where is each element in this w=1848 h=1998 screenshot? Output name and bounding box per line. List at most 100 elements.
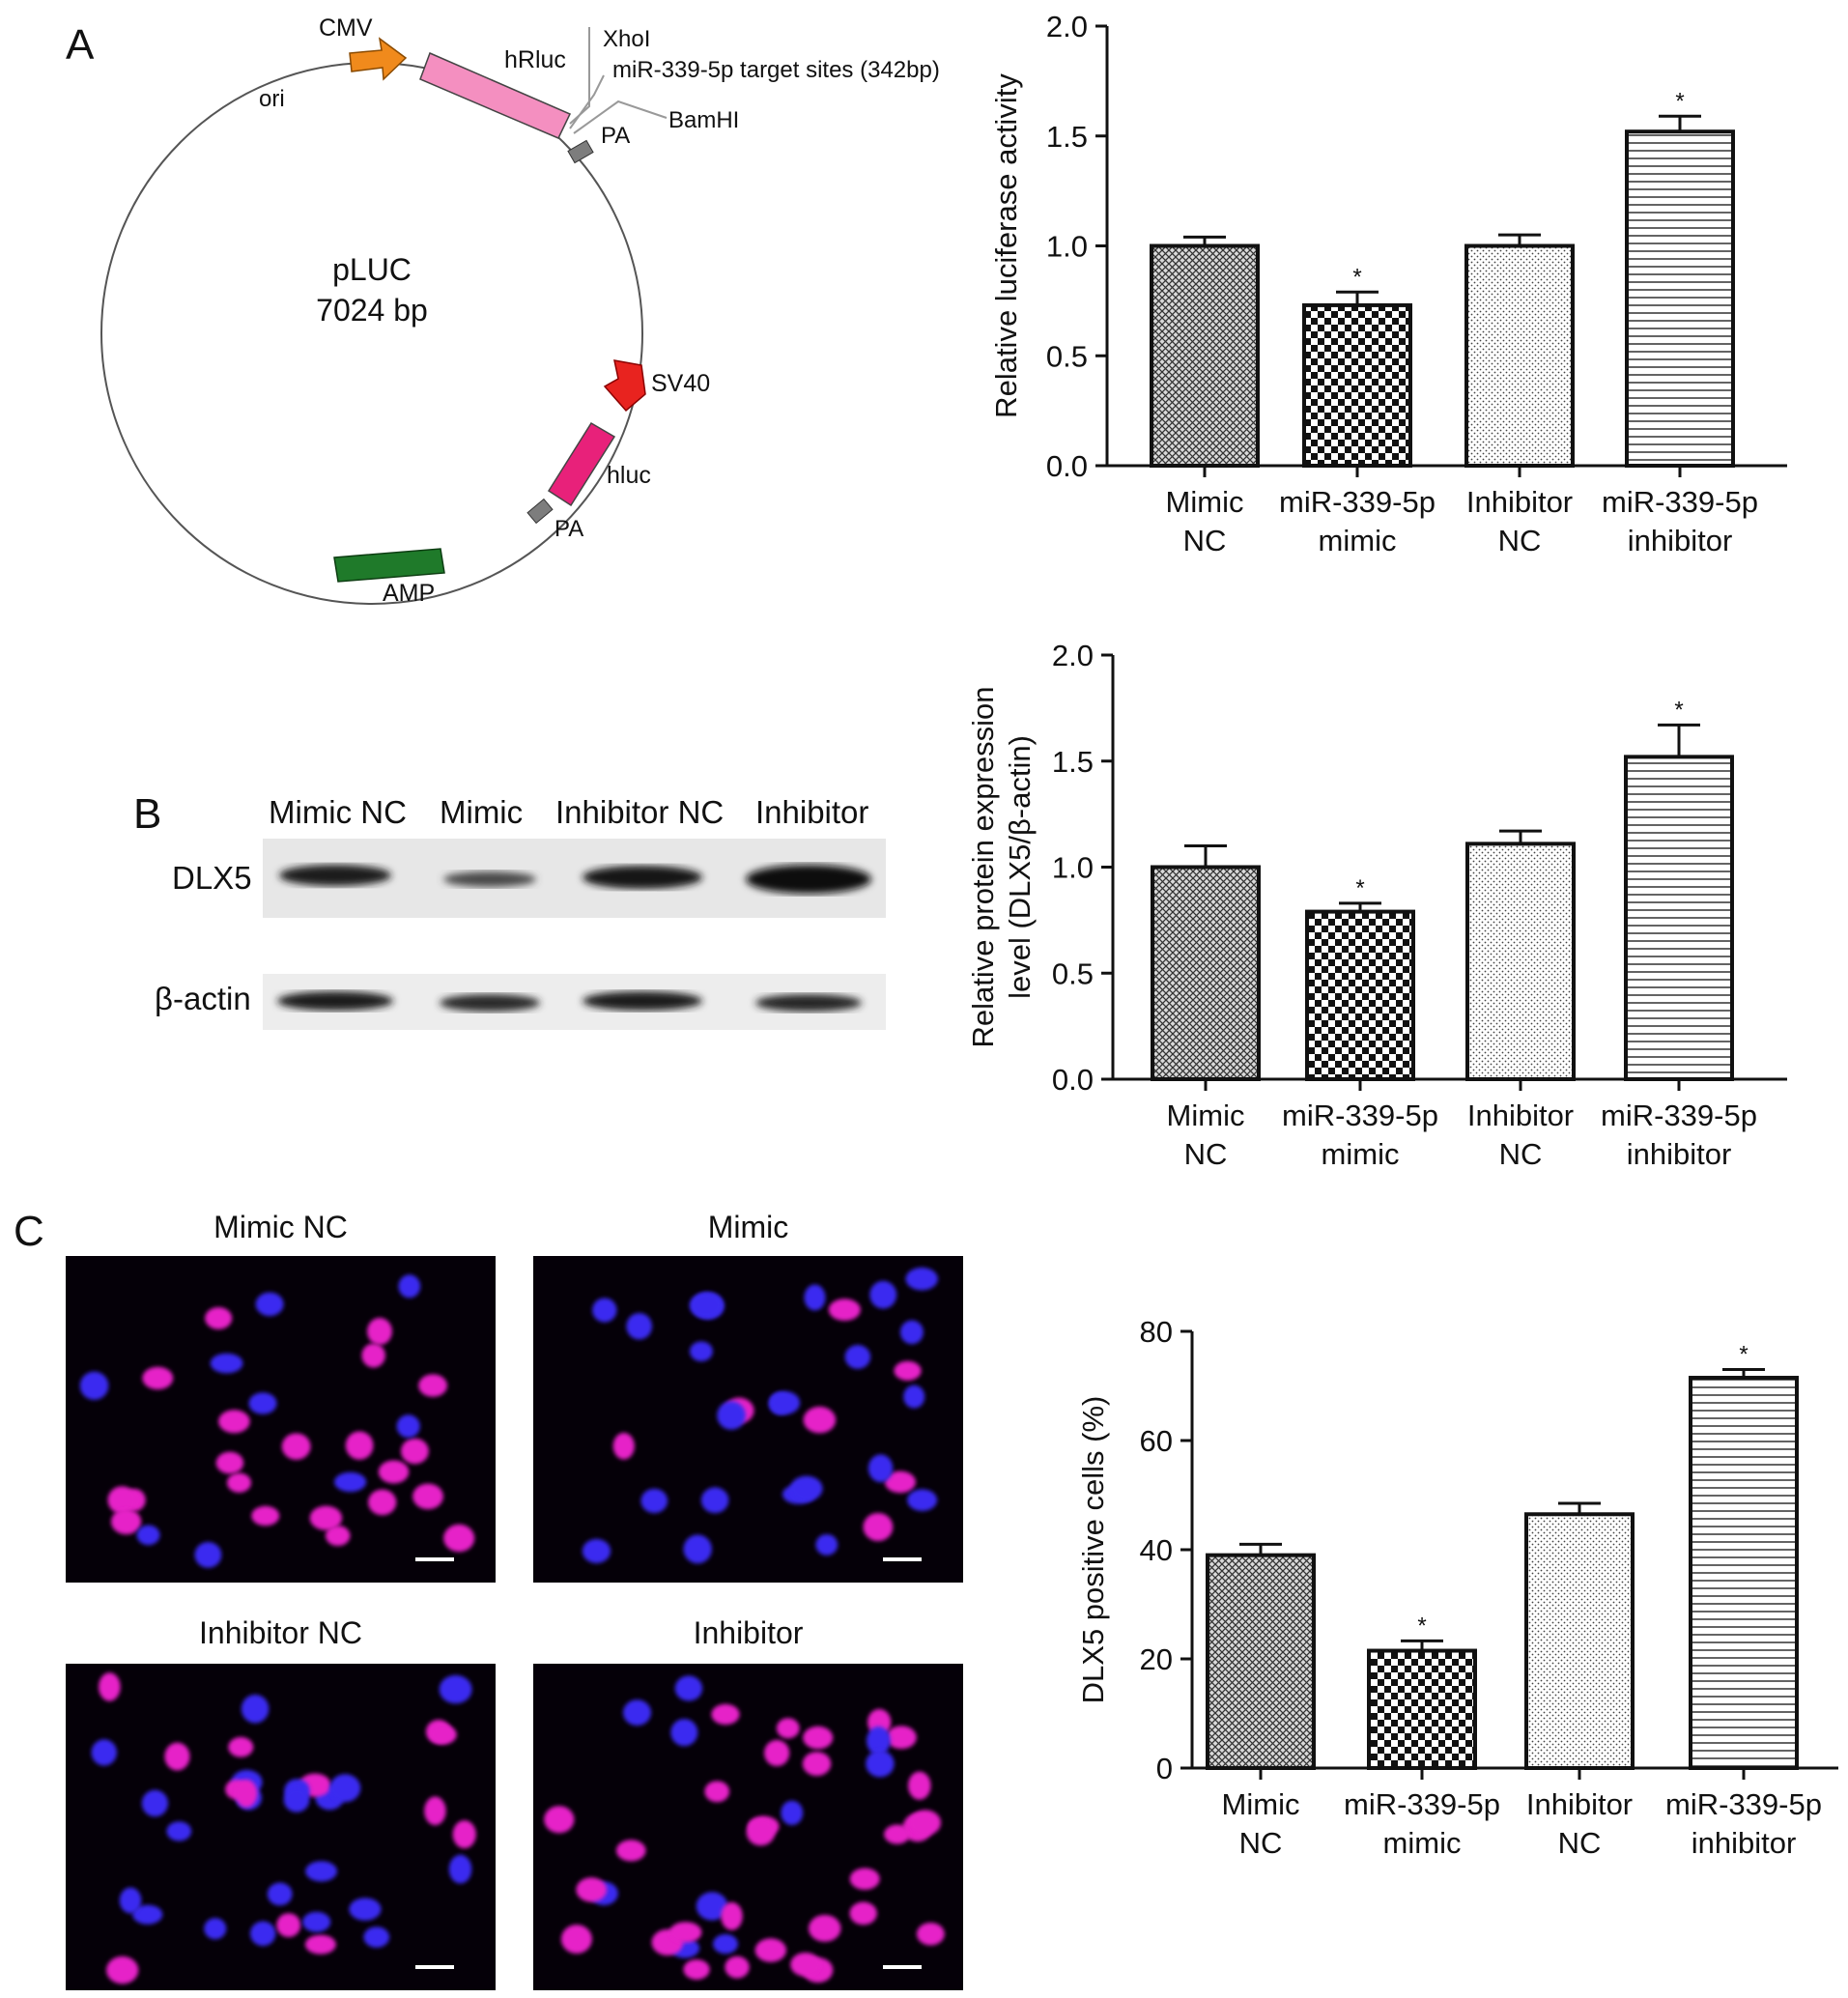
protein-expression-chart: 0.0 0.5 1.0 1.5 2.0 Relative protein expressi… <box>966 639 1787 1171</box>
cell-nucleus <box>704 1781 730 1803</box>
cell-nucleus <box>349 1898 382 1921</box>
cell-nucleus <box>828 1299 861 1322</box>
scale-bar <box>883 1557 922 1561</box>
hluc-label: hluc <box>607 462 651 489</box>
cell-nucleus <box>248 1392 277 1414</box>
cell-nucleus <box>302 1911 331 1932</box>
cell-nucleus <box>91 1739 117 1766</box>
cell-nucleus <box>576 1877 608 1902</box>
bar <box>1465 842 1576 1081</box>
cell-nucleus <box>205 1306 233 1329</box>
cell-nucleus <box>790 1952 821 1977</box>
cell-nucleus <box>905 1267 938 1291</box>
cell-nucleus <box>683 1534 712 1564</box>
x-tick-label: NC <box>1183 524 1227 557</box>
cell-nucleus <box>884 1470 916 1494</box>
x-tick-label: NC <box>1558 1826 1602 1860</box>
significance-marker: * <box>1417 1613 1426 1639</box>
x-tick-label: Mimic <box>1166 485 1244 519</box>
cell-nucleus <box>119 1887 142 1914</box>
blot-row-label: β-actin <box>155 981 251 1016</box>
x-tick-label: Mimic <box>1222 1787 1300 1821</box>
bar <box>1689 1376 1799 1771</box>
cell-nucleus <box>721 1901 743 1930</box>
micrograph-inhibitor <box>533 1664 963 1990</box>
micrograph-mimic <box>533 1256 963 1583</box>
significance-marker: * <box>1675 88 1684 114</box>
bar <box>1367 1648 1477 1770</box>
cell-nucleus <box>867 1454 894 1483</box>
x-tick-label: mimic <box>1383 1826 1462 1860</box>
cell-nucleus <box>916 1922 945 1946</box>
cell-nucleus <box>281 1433 311 1460</box>
significance-marker: * <box>1352 264 1361 290</box>
cell-nucleus <box>803 1406 837 1434</box>
cell-nucleus <box>443 1524 475 1553</box>
cell-nucleus <box>304 1934 336 1955</box>
bar <box>1302 302 1412 468</box>
cell-nucleus <box>309 1505 343 1530</box>
cell-nucleus <box>329 1774 361 1803</box>
micro-title: Mimic NC <box>213 1210 348 1244</box>
cell-nucleus <box>781 1800 804 1826</box>
cell-nucleus <box>700 1487 729 1514</box>
scale-bar <box>883 1965 922 1969</box>
sv40-label: SV40 <box>651 370 710 397</box>
cell-nucleus <box>866 1727 891 1755</box>
cell-nucleus <box>367 1318 392 1346</box>
blot-band-actin <box>583 991 702 1011</box>
cell-nucleus <box>210 1353 243 1374</box>
y-tick-label: 2.0 <box>1046 10 1088 43</box>
scale-bar <box>415 1965 454 1969</box>
blot-row-label: DLX5 <box>172 860 252 896</box>
x-tick-label: Inhibitor <box>1466 485 1573 519</box>
cell-nucleus <box>218 1410 250 1434</box>
cell-nucleus <box>398 1274 421 1299</box>
x-tick-label: miR-339-5p <box>1279 485 1436 519</box>
cell-nucleus <box>363 1927 390 1948</box>
x-tick-label: inhibitor <box>1628 524 1733 557</box>
cell-nucleus <box>401 1438 429 1465</box>
cell-nucleus <box>99 1672 121 1701</box>
cell-nucleus <box>226 1472 251 1493</box>
blot-band-actin <box>277 991 393 1011</box>
cell-nucleus <box>582 1538 611 1563</box>
x-tick-label: Mimic <box>1167 1099 1245 1132</box>
cell-nucleus <box>345 1431 374 1460</box>
cell-nucleus <box>640 1488 668 1514</box>
significance-marker: * <box>1674 697 1683 723</box>
y-tick-label: 80 <box>1140 1315 1173 1349</box>
cell-nucleus <box>110 1508 142 1535</box>
cell-nucleus <box>790 1475 823 1501</box>
cell-nucleus <box>166 1821 192 1841</box>
cell-nucleus <box>132 1904 163 1925</box>
y-tick-label: 0.0 <box>1046 449 1088 483</box>
cell-nucleus <box>228 1736 254 1757</box>
cell-nucleus <box>674 1675 703 1701</box>
cell-nucleus <box>899 1320 924 1345</box>
cell-nucleus <box>808 1915 841 1942</box>
cell-nucleus <box>283 1787 310 1812</box>
cell-nucleus <box>255 1292 284 1317</box>
x-tick-label: miR-339-5p <box>1344 1787 1500 1821</box>
panel-letter-c: C <box>14 1208 44 1255</box>
x-tick-label: NC <box>1239 1826 1283 1860</box>
cell-nucleus <box>325 1525 351 1547</box>
blot-lane-label: Mimic <box>440 794 524 830</box>
cell-nucleus <box>79 1371 109 1400</box>
x-tick-label: miR-339-5p <box>1601 1099 1757 1132</box>
cell-nucleus <box>106 1955 139 1984</box>
plasmid-size: 7024 bp <box>316 293 428 328</box>
x-tick-label: miR-339-5p <box>1282 1099 1438 1132</box>
micro-title: Inhibitor NC <box>199 1615 362 1650</box>
western-blot <box>263 839 886 1030</box>
cell-nucleus <box>844 1345 871 1369</box>
panel-letter-b: B <box>133 790 162 838</box>
cell-nucleus <box>770 1390 801 1414</box>
bar <box>1151 865 1261 1081</box>
y-tick-label: 20 <box>1140 1642 1173 1676</box>
cmv-label: CMV <box>319 14 373 42</box>
x-tick-label: Inhibitor <box>1467 1099 1574 1132</box>
cell-nucleus <box>689 1341 713 1362</box>
blot-band-dlx5 <box>279 865 391 886</box>
